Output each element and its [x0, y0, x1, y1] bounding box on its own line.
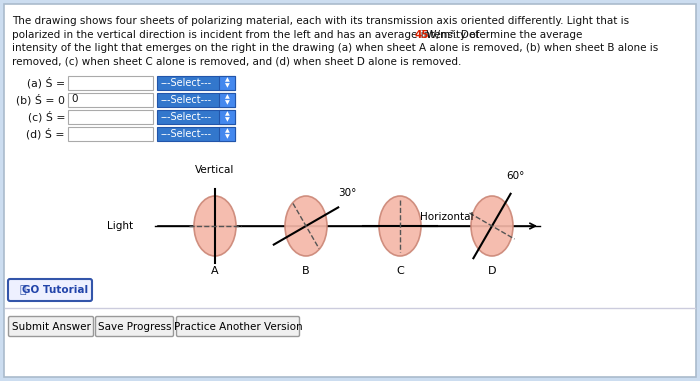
Text: ▲: ▲ — [225, 112, 230, 117]
Text: D: D — [488, 266, 496, 276]
Ellipse shape — [285, 196, 327, 256]
Text: (a) Ś =: (a) Ś = — [27, 77, 65, 88]
Text: (c) Ś =: (c) Ś = — [27, 111, 65, 123]
Ellipse shape — [194, 196, 236, 256]
Text: ▼: ▼ — [225, 117, 230, 123]
Text: 0: 0 — [71, 94, 78, 104]
Text: ▼: ▼ — [225, 83, 230, 88]
FancyBboxPatch shape — [4, 4, 696, 377]
Text: Submit Answer: Submit Answer — [12, 322, 90, 331]
FancyBboxPatch shape — [95, 317, 174, 336]
FancyBboxPatch shape — [157, 127, 235, 141]
Text: C: C — [396, 266, 404, 276]
Text: Save Progress: Save Progress — [98, 322, 172, 331]
Text: The drawing shows four sheets of polarizing material, each with its transmission: The drawing shows four sheets of polariz… — [12, 16, 629, 26]
FancyBboxPatch shape — [219, 127, 235, 141]
Text: intensity of the light that emerges on the right in the drawing (a) when sheet A: intensity of the light that emerges on t… — [12, 43, 658, 53]
FancyBboxPatch shape — [68, 110, 153, 124]
Text: (b) Ś = 0: (b) Ś = 0 — [16, 94, 65, 106]
FancyBboxPatch shape — [157, 76, 235, 90]
Text: ⧨: ⧨ — [20, 285, 27, 295]
FancyBboxPatch shape — [219, 110, 235, 124]
FancyBboxPatch shape — [219, 93, 235, 107]
Text: 30°: 30° — [337, 188, 356, 199]
FancyBboxPatch shape — [8, 279, 92, 301]
Text: ▼: ▼ — [225, 134, 230, 139]
Text: ▼: ▼ — [225, 101, 230, 106]
Ellipse shape — [471, 196, 513, 256]
Text: A: A — [211, 266, 219, 276]
Text: removed, (c) when sheet C alone is removed, and (d) when sheet D alone is remove: removed, (c) when sheet C alone is remov… — [12, 56, 461, 67]
Text: ---Select---: ---Select--- — [161, 112, 212, 122]
FancyBboxPatch shape — [68, 76, 153, 90]
Text: ▲: ▲ — [225, 128, 230, 133]
Text: Vertical: Vertical — [195, 165, 234, 175]
Text: W/m². Determine the average: W/m². Determine the average — [423, 29, 582, 40]
Text: Horizontal: Horizontal — [421, 212, 474, 222]
Text: 60°: 60° — [506, 171, 525, 181]
Text: ---Select---: ---Select--- — [161, 129, 212, 139]
FancyBboxPatch shape — [157, 110, 235, 124]
Text: ---Select---: ---Select--- — [161, 95, 212, 105]
Text: ▲: ▲ — [225, 77, 230, 83]
Text: B: B — [302, 266, 310, 276]
Text: ▲: ▲ — [225, 94, 230, 99]
FancyBboxPatch shape — [68, 127, 153, 141]
Ellipse shape — [379, 196, 421, 256]
FancyBboxPatch shape — [157, 93, 235, 107]
Text: ---Select---: ---Select--- — [161, 78, 212, 88]
Text: Light: Light — [107, 221, 133, 231]
Text: Practice Another Version: Practice Another Version — [174, 322, 302, 331]
Text: polarized in the vertical direction is incident from the left and has an average: polarized in the vertical direction is i… — [12, 29, 483, 40]
FancyBboxPatch shape — [68, 93, 153, 107]
Text: GO Tutorial: GO Tutorial — [22, 285, 88, 295]
FancyBboxPatch shape — [219, 76, 235, 90]
FancyBboxPatch shape — [176, 317, 300, 336]
FancyBboxPatch shape — [8, 317, 94, 336]
Text: (d) Ś =: (d) Ś = — [27, 128, 65, 139]
Text: 45: 45 — [414, 29, 429, 40]
